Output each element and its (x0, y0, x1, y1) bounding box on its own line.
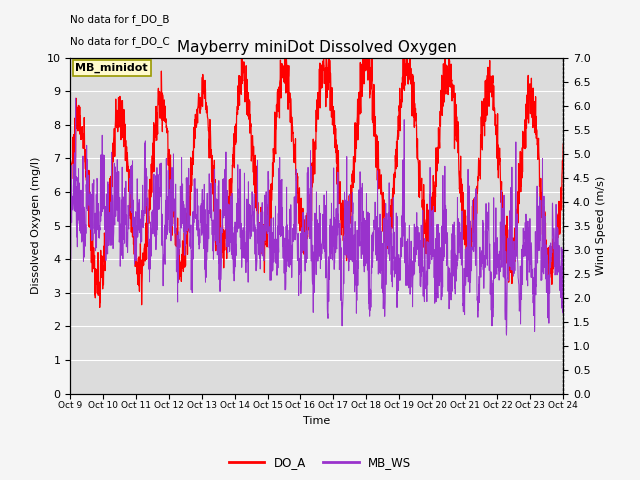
Legend: DO_A, MB_WS: DO_A, MB_WS (224, 452, 416, 474)
Y-axis label: Dissolved Oxygen (mg/l): Dissolved Oxygen (mg/l) (31, 157, 41, 294)
Text: MB_minidot: MB_minidot (76, 63, 148, 73)
Title: Mayberry miniDot Dissolved Oxygen: Mayberry miniDot Dissolved Oxygen (177, 40, 457, 55)
Text: No data for f_DO_B: No data for f_DO_B (70, 14, 170, 25)
Y-axis label: Wind Speed (m/s): Wind Speed (m/s) (596, 176, 606, 275)
X-axis label: Time: Time (303, 416, 330, 426)
Text: No data for f_DO_C: No data for f_DO_C (70, 36, 170, 47)
